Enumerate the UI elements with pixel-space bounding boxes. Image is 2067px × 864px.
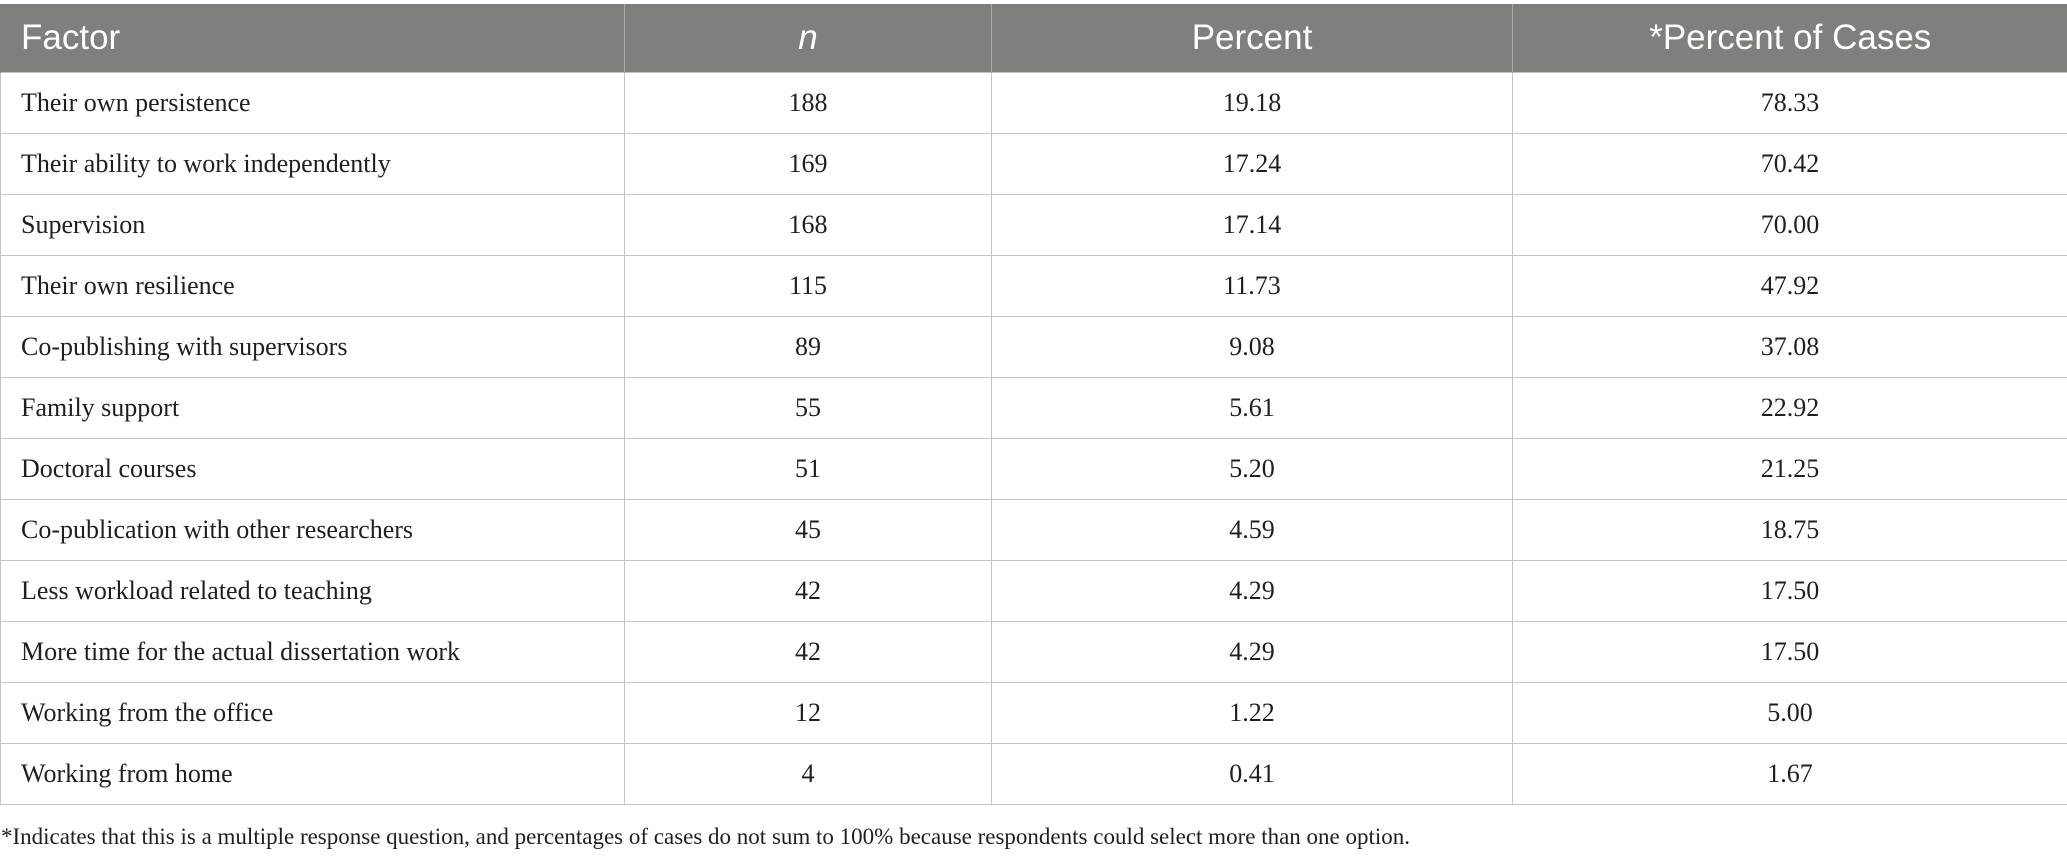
header-percent-of-cases: *Percent of Cases [1512,4,2067,73]
cell-factor: Their own resilience [0,255,625,317]
data-table-container: Factor n Percent *Percent of Cases Their… [0,4,2067,805]
cell-factor: Their own persistence [0,72,625,134]
table-row: Working from the office 12 1.22 5.00 [0,682,2067,744]
table-row: Their own resilience 115 11.73 47.92 [0,255,2067,317]
table-row: Co-publishing with supervisors 89 9.08 3… [0,316,2067,378]
table-row: Co-publication with other researchers 45… [0,499,2067,561]
cell-n: 42 [624,560,992,622]
table-row: Less workload related to teaching 42 4.2… [0,560,2067,622]
cell-percent: 9.08 [991,316,1513,378]
cell-percent: 17.24 [991,133,1513,195]
cell-percent-of-cases: 37.08 [1512,316,2067,378]
cell-factor: Family support [0,377,625,439]
header-n: n [624,4,992,73]
cell-factor: Their ability to work independently [0,133,625,195]
cell-percent: 4.29 [991,560,1513,622]
table-row: Their ability to work independently 169 … [0,133,2067,195]
cell-percent-of-cases: 70.42 [1512,133,2067,195]
cell-percent-of-cases: 18.75 [1512,499,2067,561]
cell-factor: Co-publishing with supervisors [0,316,625,378]
cell-percent-of-cases: 47.92 [1512,255,2067,317]
cell-percent-of-cases: 17.50 [1512,621,2067,683]
cell-percent-of-cases: 17.50 [1512,560,2067,622]
cell-factor: Working from home [0,743,625,805]
table-body: Their own persistence 188 19.18 78.33 Th… [0,72,2067,805]
cell-percent: 4.59 [991,499,1513,561]
table-row: Family support 55 5.61 22.92 [0,377,2067,439]
cell-n: 89 [624,316,992,378]
table-footnote: *Indicates that this is a multiple respo… [1,824,1411,849]
cell-percent: 0.41 [991,743,1513,805]
cell-n: 12 [624,682,992,744]
cell-percent: 11.73 [991,255,1513,317]
header-row: Factor n Percent *Percent of Cases [0,4,2067,73]
cell-factor: Co-publication with other researchers [0,499,625,561]
cell-n: 4 [624,743,992,805]
cell-factor: Working from the office [0,682,625,744]
cell-n: 168 [624,194,992,256]
cell-n: 42 [624,621,992,683]
header-percent: Percent [991,4,1513,73]
cell-factor: More time for the actual dissertation wo… [0,621,625,683]
cell-factor: Doctoral courses [0,438,625,500]
table-row: Their own persistence 188 19.18 78.33 [0,72,2067,134]
cell-percent: 19.18 [991,72,1513,134]
table-row: More time for the actual dissertation wo… [0,621,2067,683]
cell-percent-of-cases: 21.25 [1512,438,2067,500]
cell-factor: Less workload related to teaching [0,560,625,622]
table-row: Working from home 4 0.41 1.67 [0,743,2067,805]
cell-n: 51 [624,438,992,500]
cell-n: 55 [624,377,992,439]
cell-n: 115 [624,255,992,317]
cell-n: 188 [624,72,992,134]
cell-percent-of-cases: 78.33 [1512,72,2067,134]
cell-percent-of-cases: 70.00 [1512,194,2067,256]
cell-percent: 4.29 [991,621,1513,683]
cell-percent: 5.20 [991,438,1513,500]
factors-table: Factor n Percent *Percent of Cases Their… [0,4,2067,805]
cell-n: 45 [624,499,992,561]
table-row: Doctoral courses 51 5.20 21.25 [0,438,2067,500]
cell-factor: Supervision [0,194,625,256]
cell-percent-of-cases: 1.67 [1512,743,2067,805]
cell-percent-of-cases: 22.92 [1512,377,2067,439]
cell-percent-of-cases: 5.00 [1512,682,2067,744]
header-factor: Factor [0,4,625,73]
cell-percent: 1.22 [991,682,1513,744]
cell-percent: 5.61 [991,377,1513,439]
table-row: Supervision 168 17.14 70.00 [0,194,2067,256]
cell-percent: 17.14 [991,194,1513,256]
cell-n: 169 [624,133,992,195]
table-header: Factor n Percent *Percent of Cases [0,4,2067,73]
